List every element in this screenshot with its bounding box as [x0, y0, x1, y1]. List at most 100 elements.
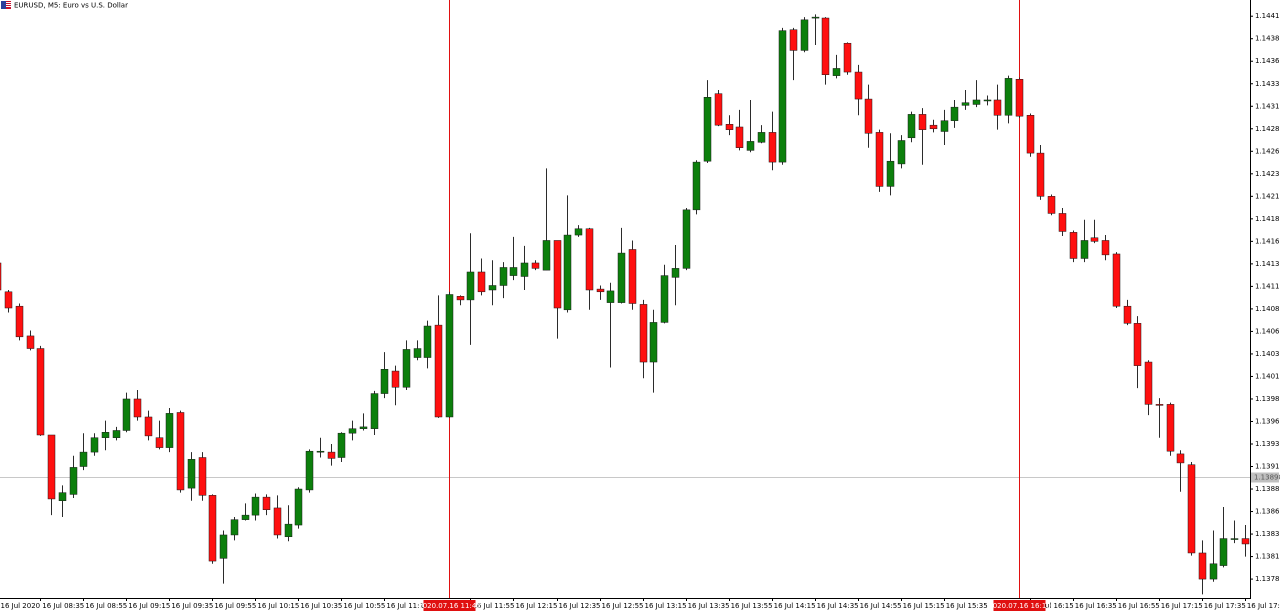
candle-body: [714, 93, 723, 126]
candle-body: [531, 262, 540, 269]
x-tick-label: 16 Jul 08:35: [42, 602, 84, 610]
candle-body: [413, 348, 422, 358]
y-tick-label: 1.14285: [1255, 125, 1280, 133]
candle-body: [90, 437, 99, 453]
candle-body: [1036, 152, 1045, 197]
x-tick-label: 16 Jul 12:35: [559, 602, 601, 610]
candle-body: [208, 495, 217, 562]
x-tick-label: 16 Jul 13:35: [688, 602, 730, 610]
x-tick-label: 16 Jul 15:15: [903, 602, 945, 610]
candle-body: [983, 99, 992, 102]
candle-body: [854, 71, 863, 100]
candle-body: [617, 252, 626, 303]
y-tick-label: 1.13960: [1255, 417, 1280, 425]
candle-body: [649, 322, 658, 363]
x-tick-label: 16 Jul 09:55: [214, 602, 256, 610]
y-tick-label: 1.14185: [1255, 215, 1280, 223]
candle-body: [1090, 237, 1099, 242]
candle-body: [1015, 79, 1024, 117]
x-tick-label: 16 Jul 13:55: [731, 602, 773, 610]
candle-body: [187, 459, 196, 489]
candle-body: [1187, 464, 1196, 554]
candle-body: [144, 416, 153, 437]
candle-body: [1133, 323, 1142, 366]
candle-body: [1209, 563, 1218, 580]
candle-body: [327, 451, 336, 459]
candle-body: [929, 124, 938, 130]
x-tick-label: 16 Jul 15:35: [946, 602, 988, 610]
candle-body: [520, 262, 529, 277]
candle-body: [1155, 404, 1164, 406]
x-tick-label: 16 Jul 16:15: [1032, 602, 1074, 610]
x-tick-label: 16 Jul 13:15: [645, 602, 687, 610]
candle-body: [316, 450, 325, 453]
candle-body: [251, 496, 260, 516]
candle-body: [155, 437, 164, 448]
candle-body: [950, 106, 959, 121]
candle-body: [101, 432, 110, 438]
candle-body: [241, 514, 250, 520]
candle-body: [219, 534, 228, 559]
candle-body: [1198, 552, 1207, 580]
y-tick-label: 1.13935: [1255, 440, 1280, 448]
x-tick-label: 16 Jul 16:35: [1075, 602, 1117, 610]
candle-body: [1112, 253, 1121, 307]
candle-body: [391, 370, 400, 388]
candle-body: [445, 294, 454, 418]
candle-body: [509, 267, 518, 276]
candle-body: [682, 209, 691, 269]
y-tick-label: 1.14085: [1255, 305, 1280, 313]
candle-body: [832, 68, 841, 76]
candle-body: [273, 507, 282, 536]
x-tick-label: 16 Jul 11:55: [472, 602, 514, 610]
x-tick-label: 16 Jul 09:35: [171, 602, 213, 610]
candle-body: [972, 99, 981, 105]
candle-body: [1058, 213, 1067, 232]
x-tick-label: 16 Jul 16:55: [1118, 602, 1160, 610]
x-tick-label: 16 Jul 17:35: [1204, 602, 1246, 610]
candle-body: [1004, 78, 1013, 116]
candle-body: [778, 30, 787, 163]
x-tick-label: 16 Jul 12:15: [515, 602, 557, 610]
candle-body: [703, 97, 712, 162]
candle-body: [176, 412, 185, 491]
candle-body: [961, 102, 970, 106]
candle-body: [122, 398, 131, 431]
candle-body: [585, 228, 594, 291]
y-tick-label: 1.14260: [1255, 147, 1280, 155]
candle-body: [112, 430, 121, 438]
candle-body: [918, 114, 927, 130]
candle-body: [735, 126, 744, 148]
candle-body: [1123, 305, 1132, 324]
candle-body: [466, 271, 475, 301]
candle-body: [26, 335, 35, 349]
y-tick-label: 1.13785: [1255, 575, 1280, 583]
chart-title: EURUSD, M5: Euro vs U.S. Dollar: [14, 2, 128, 10]
candle-body: [1144, 361, 1153, 405]
x-tick-label: 16 Jul 11:15: [386, 602, 428, 610]
candle-body: [15, 305, 24, 338]
price-label: 1.13898: [1254, 474, 1280, 482]
candle-body: [348, 428, 357, 434]
candle-body: [757, 132, 766, 143]
candle-body: [1101, 240, 1110, 256]
x-tick-label: 16 Jul 10:35: [300, 602, 342, 610]
candle-body: [639, 304, 648, 363]
candle-body: [596, 288, 605, 293]
candle-body: [1026, 115, 1035, 154]
candle-body: [886, 160, 895, 187]
vertical-line-label: 2020.07.16 16:10: [988, 602, 1050, 610]
candle-body: [800, 19, 809, 51]
candle-body: [456, 296, 465, 301]
candle-body: [262, 496, 271, 510]
y-tick-label: 1.14160: [1255, 237, 1280, 245]
candle-body: [305, 450, 314, 491]
price-label-box: [1251, 472, 1279, 483]
y-tick-label: 1.14310: [1255, 102, 1280, 110]
y-tick-label: 1.14210: [1255, 192, 1280, 200]
candle-body: [402, 349, 411, 388]
candle-body: [692, 161, 701, 211]
candle-body: [1241, 538, 1250, 545]
candle-body: [423, 325, 432, 358]
candle-body: [875, 132, 884, 187]
